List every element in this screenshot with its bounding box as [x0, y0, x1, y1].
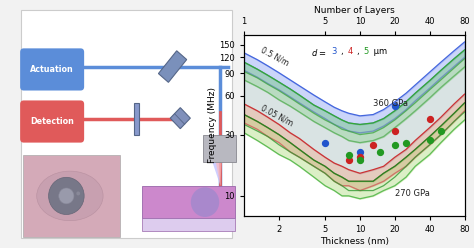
Point [376, 150, 384, 154]
Text: 270 GPa: 270 GPa [395, 189, 429, 198]
X-axis label: Number of Layers: Number of Layers [314, 5, 395, 15]
Point [356, 150, 364, 154]
Polygon shape [142, 218, 235, 231]
Bar [170, 108, 191, 129]
Text: 360 GPa: 360 GPa [373, 99, 408, 108]
FancyBboxPatch shape [20, 100, 84, 143]
Circle shape [191, 187, 219, 217]
Point [356, 158, 364, 162]
Polygon shape [216, 161, 221, 186]
FancyBboxPatch shape [21, 10, 232, 238]
Circle shape [48, 177, 84, 215]
Point [426, 139, 433, 143]
Point [321, 141, 329, 145]
Text: μm: μm [371, 47, 387, 56]
Text: $d$ =: $d$ = [311, 47, 328, 58]
Point [402, 141, 410, 145]
Text: 0.05 N/m: 0.05 N/m [259, 103, 294, 128]
Y-axis label: Frequency (MHz): Frequency (MHz) [208, 87, 217, 163]
FancyBboxPatch shape [202, 135, 236, 162]
Circle shape [59, 188, 74, 204]
Point [391, 104, 399, 108]
Point [356, 155, 364, 159]
Text: 0.5 N/m: 0.5 N/m [259, 45, 290, 67]
Text: Detection: Detection [30, 117, 74, 126]
Polygon shape [142, 186, 235, 218]
Point [426, 117, 433, 121]
X-axis label: Thickness (nm): Thickness (nm) [320, 237, 389, 246]
Point [391, 143, 399, 147]
Point [369, 143, 377, 147]
Text: Actuation: Actuation [30, 65, 74, 74]
Point [437, 129, 445, 133]
Text: ,: , [341, 47, 346, 56]
Ellipse shape [36, 171, 103, 221]
FancyBboxPatch shape [20, 48, 84, 91]
Bar [158, 51, 187, 82]
Point [345, 158, 353, 162]
Point [391, 129, 399, 133]
FancyBboxPatch shape [23, 155, 119, 237]
Text: ,: , [356, 47, 362, 56]
Point [345, 153, 353, 156]
Text: 3: 3 [331, 47, 337, 56]
Polygon shape [212, 161, 220, 186]
Text: 5: 5 [363, 47, 368, 56]
Circle shape [76, 191, 80, 195]
Text: 4: 4 [348, 47, 353, 56]
Bar [134, 103, 139, 135]
